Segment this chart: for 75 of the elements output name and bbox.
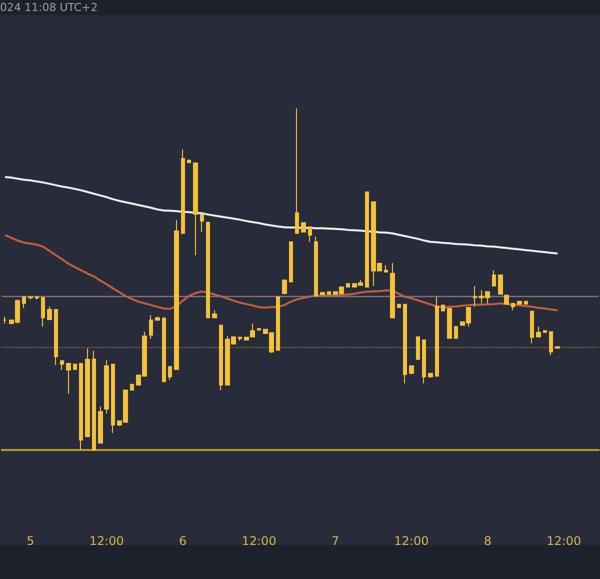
candlestick <box>149 314 153 340</box>
candlestick <box>79 363 83 450</box>
candlestick <box>22 296 26 309</box>
candlestick <box>346 283 350 288</box>
candlestick <box>47 306 52 321</box>
candlestick <box>155 316 160 322</box>
x-tick-label: 5 <box>26 534 34 548</box>
candlestick <box>314 236 318 296</box>
x-tick-label: 12:00 <box>394 534 429 548</box>
text: 024 11:08 UTC+2 <box>0 1 98 14</box>
candlestick <box>276 296 280 351</box>
candlestick <box>498 274 503 295</box>
candlestick <box>193 162 198 256</box>
candlestick <box>28 296 33 300</box>
candlestick <box>549 331 553 356</box>
candlestick <box>212 310 217 319</box>
candlestick <box>447 308 452 339</box>
candlestick <box>536 326 541 338</box>
x-tick-label: 6 <box>179 534 187 548</box>
candlestick <box>301 222 306 232</box>
x-tick-label: 8 <box>484 534 492 548</box>
x-tick-label: 12:00 <box>546 534 582 548</box>
candlestick <box>257 328 261 331</box>
candlestick <box>320 292 325 296</box>
candlestick <box>130 384 134 391</box>
candlestick <box>41 296 45 328</box>
candlestick <box>219 324 223 391</box>
candlestick <box>327 291 331 295</box>
candlestick <box>409 365 414 374</box>
candlestick <box>238 336 242 342</box>
candlestick <box>473 285 477 308</box>
candlestick <box>555 346 560 349</box>
candlestick <box>92 350 96 450</box>
candlestick <box>187 159 191 164</box>
candlestick <box>492 270 496 286</box>
candlestick <box>403 304 407 384</box>
candlestick <box>454 326 458 339</box>
candlestick <box>282 280 287 294</box>
candlestick <box>428 372 433 378</box>
candlestick <box>73 364 77 370</box>
candlestick <box>168 366 172 380</box>
candlestick <box>162 316 166 382</box>
candlestick <box>435 296 439 377</box>
candlestick <box>384 264 388 272</box>
candlestick <box>397 304 401 308</box>
candlestick <box>85 348 90 438</box>
x-tick-label: 12:00 <box>89 534 124 548</box>
candlestick <box>308 226 312 242</box>
candlestick <box>98 406 103 444</box>
candlestick <box>365 192 369 288</box>
candlestick <box>66 363 71 394</box>
candlestick <box>181 149 185 234</box>
candlestick <box>441 304 445 312</box>
x-tick-label: 7 <box>331 534 340 548</box>
candlestick <box>289 241 293 282</box>
candlestick <box>111 364 115 434</box>
candlestick <box>35 296 39 300</box>
candlestick <box>206 222 210 318</box>
candlestick <box>422 339 426 384</box>
candlestick <box>104 360 109 414</box>
candlestick <box>174 220 179 370</box>
candlestick <box>504 294 509 305</box>
candlestick <box>524 300 528 305</box>
candlestick <box>530 310 534 344</box>
candlestick <box>3 316 7 324</box>
candlestick <box>60 360 64 371</box>
candlestick <box>54 309 58 366</box>
candlestick <box>200 214 204 232</box>
candlestick <box>390 262 395 318</box>
candlestick <box>543 330 547 333</box>
x-tick-label: 12:00 <box>242 534 276 548</box>
candlestick <box>295 108 299 234</box>
candlestick <box>511 302 515 311</box>
candlestick <box>517 300 522 305</box>
candlestick <box>416 336 420 360</box>
